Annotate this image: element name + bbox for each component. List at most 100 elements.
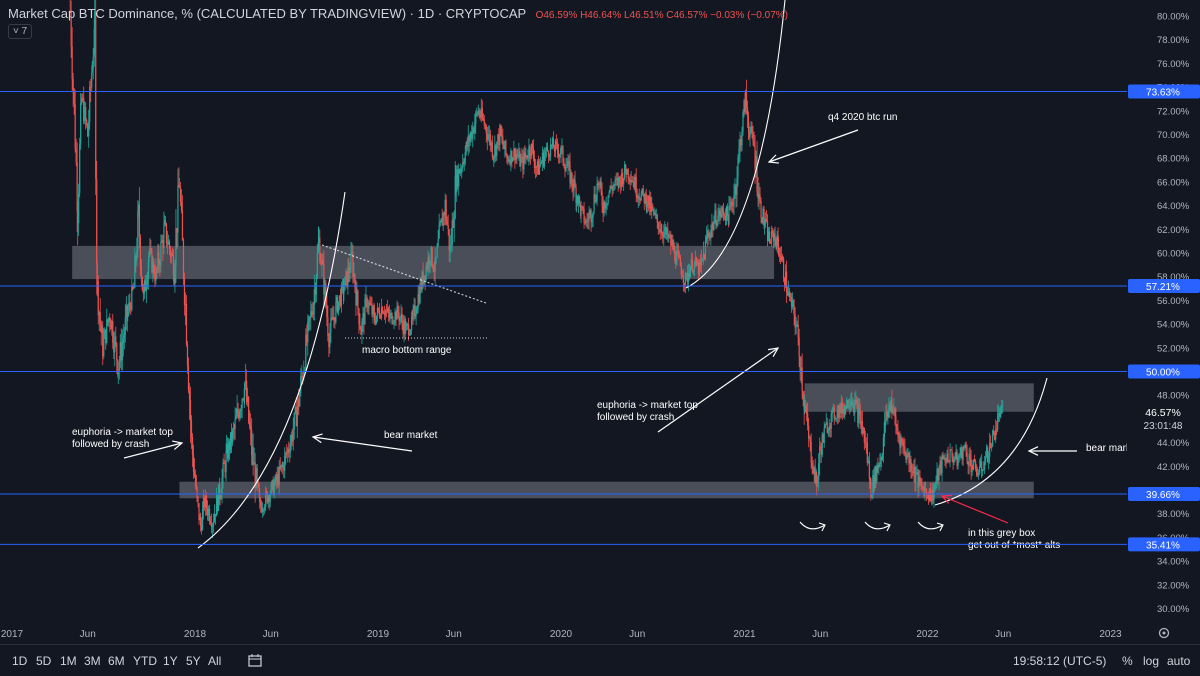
candle bbox=[711, 213, 713, 238]
candle-body bbox=[894, 408, 896, 417]
candle bbox=[807, 402, 809, 431]
candle bbox=[819, 437, 821, 476]
candle bbox=[506, 152, 508, 164]
candle-body bbox=[354, 274, 356, 288]
candle bbox=[732, 197, 734, 214]
candle-body bbox=[807, 413, 809, 427]
timeframe-3m[interactable]: 3M bbox=[84, 654, 101, 668]
candle bbox=[837, 405, 839, 424]
candle bbox=[578, 195, 581, 208]
candle-body bbox=[129, 302, 131, 306]
candle bbox=[331, 308, 333, 321]
candle bbox=[709, 231, 711, 241]
candle-body bbox=[559, 154, 562, 155]
level-badge-bg bbox=[1128, 537, 1200, 552]
candle-body bbox=[469, 136, 471, 143]
candle bbox=[252, 433, 254, 476]
candle bbox=[69, 0, 71, 14]
candle-body bbox=[575, 196, 578, 204]
candle bbox=[412, 304, 414, 325]
candle bbox=[405, 321, 408, 331]
candle bbox=[414, 298, 416, 320]
candle bbox=[209, 515, 212, 526]
price-tick-label: 62.00% bbox=[1157, 225, 1190, 236]
timeframe-6m[interactable]: 6M bbox=[108, 654, 125, 668]
candle-body bbox=[603, 201, 605, 214]
candle bbox=[990, 435, 992, 449]
candle-body bbox=[84, 107, 86, 122]
candle-body bbox=[601, 191, 603, 206]
candle bbox=[677, 243, 679, 260]
candle-body bbox=[91, 69, 93, 74]
timeframe-ytd[interactable]: YTD bbox=[133, 654, 157, 668]
candle bbox=[463, 158, 465, 172]
settings-icon[interactable] bbox=[1158, 627, 1170, 639]
auto-scale-toggle[interactable]: auto bbox=[1167, 654, 1191, 668]
level-badge-bg bbox=[1128, 279, 1200, 294]
candle bbox=[239, 408, 241, 421]
candle-body bbox=[302, 376, 304, 379]
candle bbox=[113, 331, 115, 360]
candle bbox=[337, 301, 339, 316]
candle-body bbox=[491, 142, 493, 157]
candle bbox=[806, 403, 808, 422]
candle bbox=[995, 419, 997, 443]
candle-body bbox=[497, 134, 499, 142]
candle-body bbox=[323, 264, 325, 295]
candle-body bbox=[210, 523, 213, 528]
clock-timezone[interactable]: 19:58:12 (UTC-5) bbox=[1013, 654, 1107, 668]
candle bbox=[491, 135, 493, 160]
candle-body bbox=[232, 429, 234, 443]
timeframe-1m[interactable]: 1M bbox=[60, 654, 77, 668]
candle-body bbox=[366, 297, 368, 308]
candle-body bbox=[824, 424, 826, 429]
candle bbox=[591, 214, 593, 228]
candle-body bbox=[975, 461, 977, 469]
candle-body bbox=[429, 261, 431, 265]
candle-body bbox=[155, 268, 157, 281]
candle bbox=[830, 410, 832, 438]
candle bbox=[585, 218, 587, 227]
candle bbox=[384, 309, 387, 324]
timeframe-1y[interactable]: 1Y bbox=[163, 654, 178, 668]
candle-body bbox=[545, 146, 548, 151]
candle-body bbox=[313, 289, 315, 306]
candle-body bbox=[976, 468, 978, 476]
candle bbox=[625, 167, 627, 183]
candle bbox=[623, 178, 625, 192]
candle-body bbox=[402, 322, 404, 334]
timeframe-5d[interactable]: 5D bbox=[36, 654, 52, 668]
candle-body bbox=[351, 252, 353, 254]
candle bbox=[140, 258, 142, 287]
candle bbox=[823, 421, 825, 448]
candle bbox=[542, 149, 545, 168]
candle-body bbox=[670, 234, 672, 246]
candle-body bbox=[406, 324, 409, 326]
log-scale-toggle[interactable]: log bbox=[1143, 654, 1160, 668]
candle bbox=[270, 481, 272, 496]
candle-body bbox=[196, 487, 198, 497]
candle bbox=[184, 292, 187, 326]
candle bbox=[455, 165, 457, 196]
candle bbox=[73, 87, 75, 115]
price-tick-label: 44.00% bbox=[1157, 438, 1190, 449]
candle bbox=[489, 129, 491, 152]
candle bbox=[607, 195, 609, 206]
candle-body bbox=[871, 494, 873, 497]
candle-body bbox=[309, 317, 311, 318]
candle-body bbox=[405, 324, 408, 326]
candle bbox=[939, 455, 941, 476]
percent-scale-toggle[interactable]: % bbox=[1122, 654, 1133, 668]
candle-body bbox=[96, 178, 98, 264]
timeframe-all[interactable]: All bbox=[208, 654, 222, 668]
candle bbox=[649, 190, 651, 216]
timeframe-1d[interactable]: 1D bbox=[12, 654, 28, 668]
date-range-icon[interactable] bbox=[248, 654, 262, 670]
indicator-count-badge[interactable]: ˅ 7 bbox=[8, 24, 33, 39]
timeframe-5y[interactable]: 5Y bbox=[186, 654, 201, 668]
chart-header: Market Cap BTC Dominance, % (CALCULATED … bbox=[8, 6, 788, 21]
candle bbox=[923, 481, 925, 498]
candle bbox=[155, 258, 157, 285]
drawings bbox=[197, 0, 1048, 549]
